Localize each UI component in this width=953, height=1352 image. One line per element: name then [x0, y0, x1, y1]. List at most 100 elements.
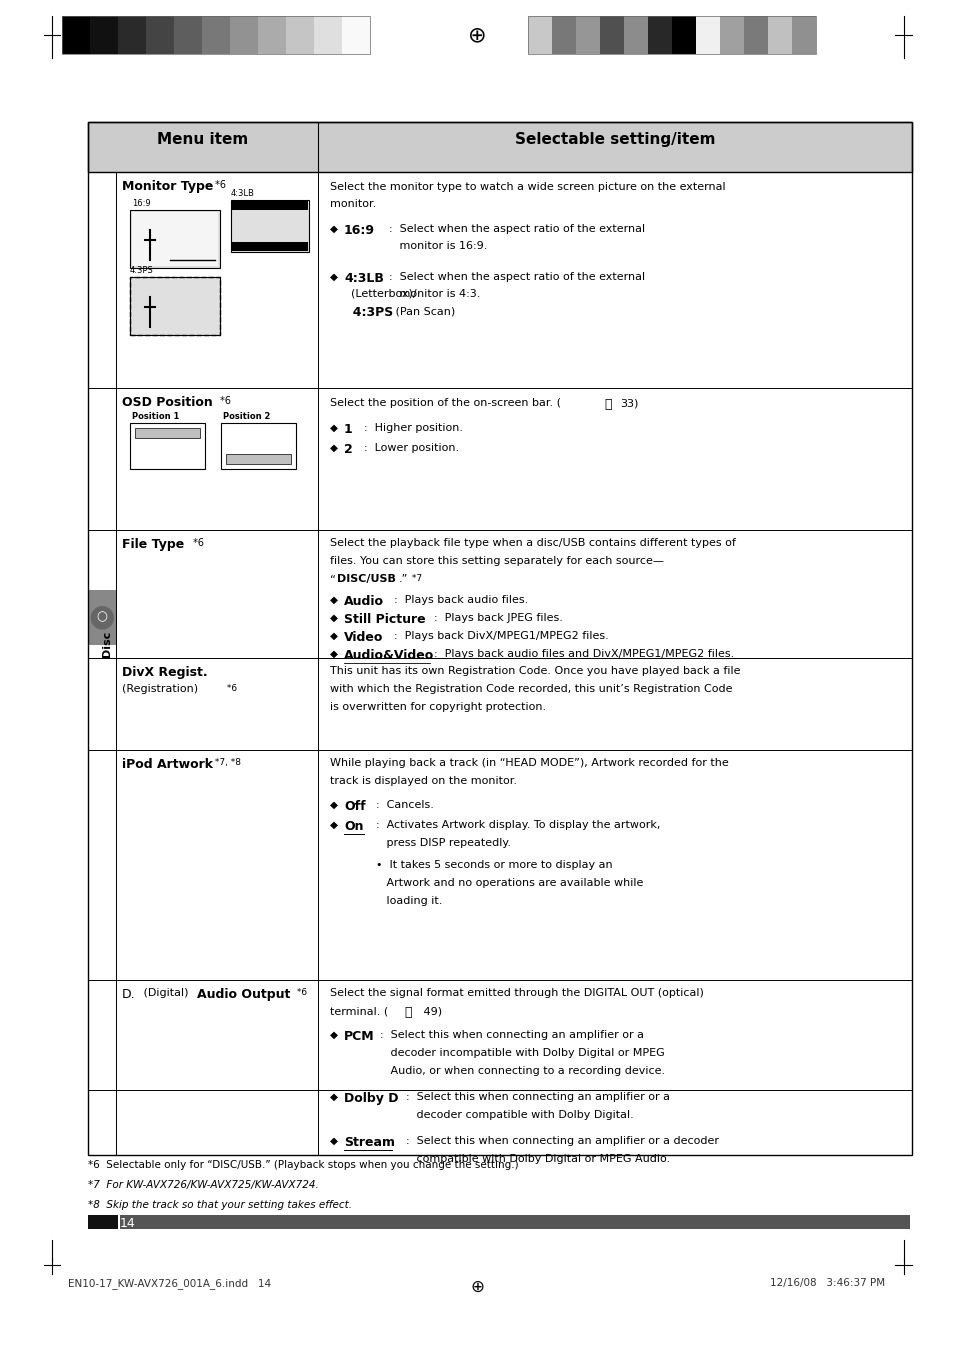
- Text: .”: .”: [398, 575, 408, 584]
- Text: press DISP repeatedly.: press DISP repeatedly.: [375, 838, 511, 848]
- Text: ◆: ◆: [330, 800, 337, 810]
- Text: ◆: ◆: [330, 595, 337, 604]
- Bar: [135, 429, 200, 438]
- Bar: [576, 16, 599, 54]
- Text: Position 1: Position 1: [132, 412, 179, 420]
- Text: (Digital): (Digital): [140, 988, 192, 998]
- Text: *6  Selectable only for “DISC/USB.” (Playback stops when you change the setting.: *6 Selectable only for “DISC/USB.” (Play…: [88, 1160, 518, 1169]
- Bar: [232, 201, 308, 210]
- Text: decoder incompatible with Dolby Digital or MPEG: decoder incompatible with Dolby Digital …: [379, 1048, 664, 1059]
- Text: D.: D.: [122, 988, 135, 1000]
- Text: is overwritten for copyright protection.: is overwritten for copyright protection.: [330, 702, 545, 713]
- Bar: [314, 16, 341, 54]
- Text: Disc: Disc: [102, 631, 112, 657]
- Text: Select the signal format emitted through the DIGITAL OUT (optical): Select the signal format emitted through…: [330, 988, 703, 998]
- Text: Select the position of the on-screen bar. (: Select the position of the on-screen bar…: [330, 397, 560, 408]
- Text: ◆: ◆: [330, 649, 337, 658]
- Text: Audio&Video: Audio&Video: [344, 649, 434, 662]
- Text: (Pan Scan): (Pan Scan): [392, 306, 455, 316]
- Bar: [120, 1215, 909, 1229]
- Bar: [146, 16, 173, 54]
- Bar: [132, 212, 218, 266]
- Text: :  Select this when connecting an amplifier or a decoder: : Select this when connecting an amplifi…: [406, 1136, 719, 1146]
- Bar: [130, 277, 220, 335]
- Text: :  Plays back JPEG files.: : Plays back JPEG files.: [434, 612, 562, 623]
- Text: Off: Off: [344, 800, 365, 813]
- Text: :  Select this when connecting an amplifier or a: : Select this when connecting an amplifi…: [406, 1092, 669, 1102]
- Text: :  Plays back DivX/MPEG1/MPEG2 files.: : Plays back DivX/MPEG1/MPEG2 files.: [394, 631, 608, 641]
- Bar: [130, 423, 205, 469]
- Text: :  Lower position.: : Lower position.: [364, 443, 458, 453]
- Bar: [90, 16, 118, 54]
- Text: :  Higher position.: : Higher position.: [364, 423, 462, 433]
- Text: ◆: ◆: [330, 1030, 337, 1040]
- Text: ◆: ◆: [330, 631, 337, 641]
- Text: *6: *6: [294, 988, 307, 996]
- Text: 2: 2: [344, 443, 353, 456]
- Text: decoder compatible with Dolby Digital.: decoder compatible with Dolby Digital.: [406, 1110, 633, 1119]
- Bar: [221, 423, 295, 469]
- Bar: [647, 16, 671, 54]
- Text: Select the playback file type when a disc/USB contains different types of: Select the playback file type when a dis…: [330, 538, 735, 548]
- Text: Artwork and no operations are available while: Artwork and no operations are available …: [375, 877, 642, 888]
- Text: Position 2: Position 2: [223, 412, 270, 420]
- Bar: [720, 16, 743, 54]
- Text: :  Select this when connecting an amplifier or a: : Select this when connecting an amplifi…: [379, 1030, 643, 1040]
- Text: Video: Video: [344, 631, 383, 644]
- Text: File Type: File Type: [122, 538, 184, 552]
- Bar: [118, 16, 146, 54]
- Text: •  It takes 5 seconds or more to display an: • It takes 5 seconds or more to display …: [375, 860, 612, 869]
- Text: *7  For KW-AVX726/KW-AVX725/KW-AVX724.: *7 For KW-AVX726/KW-AVX725/KW-AVX724.: [88, 1180, 318, 1190]
- Text: OSD Position: OSD Position: [122, 396, 213, 410]
- Text: ⓐ: ⓐ: [403, 1006, 411, 1019]
- Bar: [62, 16, 370, 54]
- Text: *8  Skip the track so that your setting takes effect.: *8 Skip the track so that your setting t…: [88, 1201, 352, 1210]
- Text: 4:3PS: 4:3PS: [344, 306, 393, 319]
- Text: monitor.: monitor.: [330, 199, 375, 210]
- Text: Selectable setting/item: Selectable setting/item: [515, 132, 715, 147]
- Bar: [341, 16, 370, 54]
- Text: EN10-17_KW-AVX726_001A_6.indd   14: EN10-17_KW-AVX726_001A_6.indd 14: [68, 1278, 271, 1288]
- Bar: [623, 16, 647, 54]
- Text: (Registration): (Registration): [122, 684, 198, 694]
- Bar: [88, 1215, 118, 1229]
- Text: Audio: Audio: [344, 595, 384, 608]
- Text: :  Plays back audio files and DivX/MPEG1/MPEG2 files.: : Plays back audio files and DivX/MPEG1/…: [434, 649, 734, 658]
- Text: ◆: ◆: [330, 821, 337, 830]
- Bar: [552, 16, 576, 54]
- Bar: [130, 210, 220, 268]
- Bar: [671, 16, 696, 54]
- Text: 4:3LB: 4:3LB: [231, 189, 254, 197]
- Text: Select the monitor type to watch a wide screen picture on the external: Select the monitor type to watch a wide …: [330, 183, 725, 192]
- Text: 1: 1: [344, 423, 353, 435]
- Bar: [88, 122, 911, 1155]
- Text: monitor is 16:9.: monitor is 16:9.: [389, 241, 487, 251]
- Text: ◆: ◆: [330, 224, 337, 234]
- Text: 16:9: 16:9: [132, 199, 151, 208]
- Text: ◆: ◆: [330, 443, 337, 453]
- Bar: [599, 16, 623, 54]
- Text: compatible with Dolby Digital or MPEG Audio.: compatible with Dolby Digital or MPEG Au…: [406, 1155, 669, 1164]
- Bar: [232, 242, 308, 251]
- Text: Audio Output: Audio Output: [196, 988, 290, 1000]
- Text: While playing back a track (in “HEAD MODE”), Artwork recorded for the: While playing back a track (in “HEAD MOD…: [330, 758, 728, 768]
- Text: (Letterbox)/: (Letterbox)/: [344, 289, 416, 299]
- Bar: [88, 589, 116, 645]
- Bar: [173, 16, 202, 54]
- Bar: [231, 200, 309, 251]
- Text: Audio, or when connecting to a recording device.: Audio, or when connecting to a recording…: [379, 1065, 664, 1076]
- Bar: [767, 16, 791, 54]
- Text: :  Select when the aspect ratio of the external: : Select when the aspect ratio of the ex…: [389, 272, 644, 283]
- Text: *7, *8: *7, *8: [212, 758, 241, 767]
- Text: 4:3PS: 4:3PS: [130, 266, 153, 274]
- Text: files. You can store this setting separately for each source—: files. You can store this setting separa…: [330, 556, 663, 566]
- Text: track is displayed on the monitor.: track is displayed on the monitor.: [330, 776, 517, 786]
- Text: ◆: ◆: [330, 423, 337, 433]
- Text: ●: ●: [89, 603, 115, 631]
- Text: with which the Registration Code recorded, this unit’s Registration Code: with which the Registration Code recorde…: [330, 684, 732, 694]
- Bar: [202, 16, 230, 54]
- Bar: [527, 16, 552, 54]
- Text: ◆: ◆: [330, 1092, 337, 1102]
- Bar: [696, 16, 720, 54]
- Text: 16:9: 16:9: [344, 224, 375, 237]
